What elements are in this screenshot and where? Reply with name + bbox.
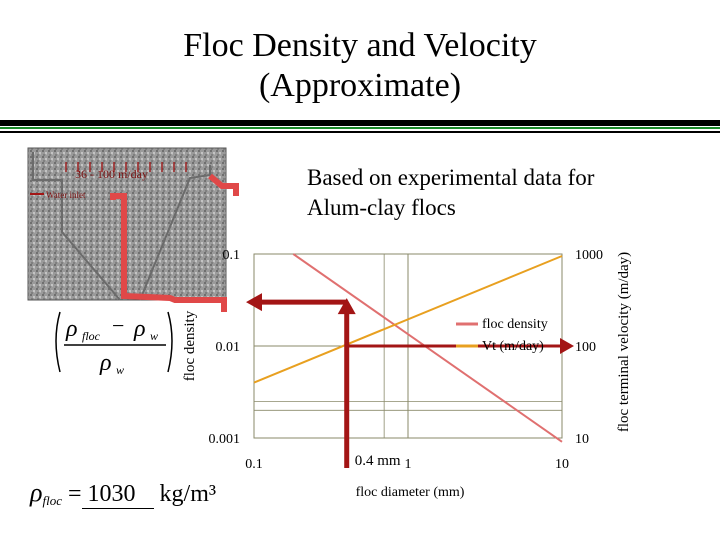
title-rule-green <box>0 127 720 129</box>
density-ratio-formula: ρ floc − ρ w ρ w <box>55 311 173 377</box>
y-left-tick-label-0: 0.001 <box>209 432 241 447</box>
x-tick-label-1: 1 <box>405 457 412 472</box>
photo-caption-mid: Water inlet <box>46 190 86 200</box>
chart-ticks: 0.1 1 10 0.001 0.01 0.1 10 100 1000 <box>209 248 604 472</box>
y-left-tick-label-2: 0.1 <box>223 248 241 263</box>
callout-pipe-cap <box>110 196 116 200</box>
y-right-tick-label-0: 10 <box>575 432 589 447</box>
y-right-tick-label-1: 100 <box>575 340 596 355</box>
y-axis-left-label: floc density <box>182 310 198 381</box>
y-axis-right-label: floc terminal velocity (m/day) <box>616 252 632 432</box>
formula-rho-w: ρ <box>133 316 146 342</box>
y-left-tick-label-1: 0.01 <box>216 340 241 355</box>
annotation-up-arrowhead <box>337 298 356 315</box>
formula-sub-w: w <box>150 329 158 343</box>
annotation-left-arrowhead <box>246 293 262 312</box>
chart-annotation: 0.4 mm <box>246 293 574 469</box>
legend-label-1: Vt (m/day) <box>482 339 544 354</box>
formula-sub-floc: floc <box>82 329 101 343</box>
result-equals: = <box>67 481 82 507</box>
title-line-2: (Approximate) <box>258 67 462 104</box>
slide-title: Floc Density and Velocity (Approximate) <box>0 26 720 106</box>
legend-label-0: floc density <box>482 317 548 332</box>
formula-minus: − <box>112 313 124 338</box>
result-unit: kg/m³ <box>159 481 217 507</box>
callout-pipe-left <box>110 193 227 312</box>
title-rule-black <box>0 120 720 126</box>
experimental-note: Based on experimental data for Alum-clay… <box>307 165 595 220</box>
y-right-tick-label-2: 1000 <box>575 248 603 263</box>
photo-caption-top: 36 - 100 m/day <box>75 167 148 181</box>
x-tick-label-0: 0.1 <box>245 457 263 472</box>
formula-rho-floc: ρ <box>65 316 78 342</box>
result-value: 1030 <box>81 481 154 509</box>
upflow-arrows-icon <box>65 162 187 172</box>
result-rho: ρ <box>30 478 43 507</box>
x-tick-label-2: 10 <box>555 457 569 472</box>
series-line-0 <box>292 253 563 443</box>
result-sub: floc <box>42 493 62 508</box>
callout-pipe-right <box>208 173 239 196</box>
floc-density-result: ρfloc = 1030 kg/m³ <box>30 478 216 509</box>
formula-rho-w-den: ρ <box>99 350 112 376</box>
x-axis-label: floc diameter (mm) <box>356 485 465 500</box>
chart-series <box>253 253 563 443</box>
formula-sub-w-den: w <box>116 363 124 377</box>
title-line-1: Floc Density and Velocity <box>183 27 537 64</box>
chart-legend: floc density Vt (m/day) <box>456 317 548 354</box>
annotation-right-arrowhead <box>560 338 574 354</box>
title-rule-black-thin <box>0 131 720 133</box>
series-line-1 <box>253 255 563 384</box>
annotation-label: 0.4 mm <box>355 453 401 469</box>
